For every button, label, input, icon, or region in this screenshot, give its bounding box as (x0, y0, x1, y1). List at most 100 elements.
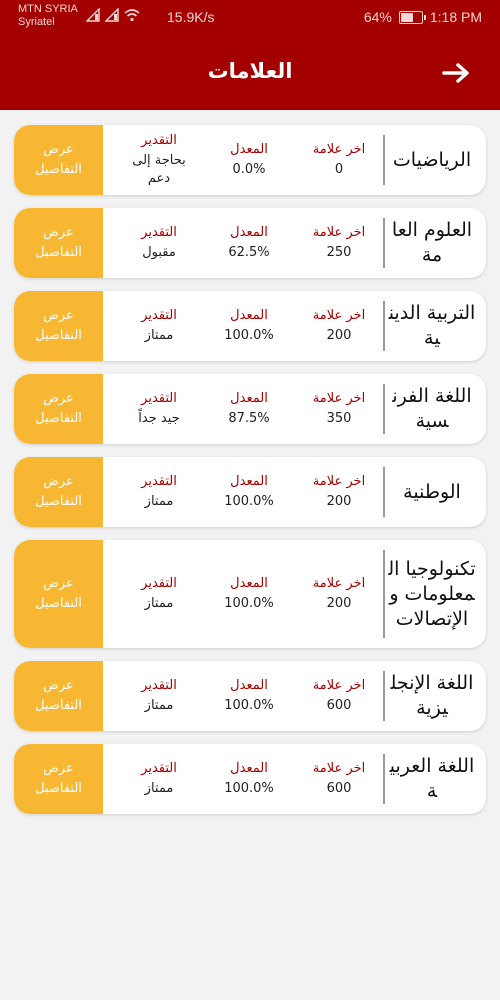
last-mark-value: 200 (326, 596, 352, 611)
last-mark-column: اخر علامة 600 (294, 744, 384, 814)
subject-name: اللغة الفرنسية (392, 385, 472, 432)
divider (383, 550, 385, 638)
last-mark-label: اخر علامة (312, 678, 366, 693)
average-value: 100.0% (224, 494, 274, 509)
divider (383, 754, 385, 804)
divider (383, 467, 385, 517)
carrier-name-2: Syriatel (18, 16, 55, 28)
status-bar: MTN SYRIA Syriatel 15.9K/s 64% 1:18 PM (0, 0, 500, 40)
grade-label: التقدير (141, 761, 177, 776)
grade-column: التقدير ممتاز (109, 744, 209, 814)
grade-label: التقدير (141, 308, 177, 323)
subject-name: التربية الدينية (388, 302, 476, 349)
grade-label: التقدير (141, 678, 177, 693)
network-speed: 15.9K/s (167, 9, 215, 25)
signal-icon (86, 8, 100, 22)
average-value: 100.0% (224, 596, 274, 611)
average-label: المعدل (230, 142, 268, 157)
average-label: المعدل (230, 308, 268, 323)
average-label: المعدل (230, 474, 268, 489)
view-details-button[interactable]: عرض التفاصيل (14, 208, 103, 278)
grades-list: عرض التفاصيل التقدير بحاجة إلى دعم المعد… (14, 125, 486, 827)
average-label: المعدل (230, 678, 268, 693)
view-details-button[interactable]: عرض التفاصيل (14, 744, 103, 814)
average-value: 87.5% (228, 411, 270, 426)
divider (383, 384, 385, 434)
last-mark-value: 600 (326, 698, 352, 713)
grade-label: التقدير (141, 133, 177, 148)
grade-value: ممتاز (144, 781, 174, 796)
average-column: المعدل 100.0% (204, 291, 294, 361)
view-details-button[interactable]: عرض التفاصيل (14, 374, 103, 444)
clock: 1:18 PM (429, 9, 482, 25)
grade-column: التقدير ممتاز (109, 291, 209, 361)
last-mark-value: 600 (326, 781, 352, 796)
last-mark-column: اخر علامة 200 (294, 540, 384, 648)
average-column: المعدل 100.0% (204, 744, 294, 814)
carrier-name-1: MTN SYRIA (18, 3, 78, 15)
view-details-button[interactable]: عرض التفاصيل (14, 291, 103, 361)
signal-icon (105, 8, 119, 22)
view-details-label: عرض التفاصيل (35, 576, 82, 611)
view-details-button[interactable]: عرض التفاصيل (14, 540, 103, 648)
view-details-label: عرض التفاصيل (35, 308, 82, 343)
last-mark-value: 250 (326, 245, 352, 260)
grade-column: التقدير مقبول (109, 208, 209, 278)
view-details-button[interactable]: عرض التفاصيل (14, 457, 103, 527)
average-column: المعدل 87.5% (204, 374, 294, 444)
average-column: المعدل 100.0% (204, 661, 294, 731)
subject-name: اللغة الإنجليزية (390, 672, 474, 719)
grade-value: ممتاز (144, 596, 174, 611)
view-details-button[interactable]: عرض التفاصيل (14, 125, 103, 195)
view-details-label: عرض التفاصيل (35, 761, 82, 796)
status-icons (86, 8, 140, 22)
grade-value: ممتاز (144, 698, 174, 713)
carrier-info: MTN SYRIA Syriatel (18, 3, 78, 29)
subject-name: اللغة العربية (389, 755, 475, 802)
average-label: المعدل (230, 225, 268, 240)
wifi-icon (124, 9, 140, 22)
subject-name: الرياضيات (392, 148, 472, 171)
grade-value: مقبول (142, 245, 176, 260)
view-details-label: عرض التفاصيل (35, 225, 82, 260)
last-mark-label: اخر علامة (312, 142, 366, 157)
grade-value: بحاجة إلى دعم (132, 153, 186, 186)
subject-name: العلوم العامة (391, 219, 473, 266)
battery-level (400, 12, 414, 22)
view-details-label: عرض التفاصيل (35, 678, 82, 713)
average-value: 62.5% (228, 245, 270, 260)
average-label: المعدل (230, 391, 268, 406)
grade-label: التقدير (141, 391, 177, 406)
last-mark-value: 0 (334, 162, 344, 177)
last-mark-label: اخر علامة (312, 761, 366, 776)
average-value: 100.0% (224, 698, 274, 713)
status-right: 64% 1:18 PM (364, 9, 482, 25)
battery-percent: 64% (363, 9, 392, 25)
grade-label: التقدير (141, 474, 177, 489)
view-details-label: عرض التفاصيل (35, 474, 82, 509)
grade-column: التقدير جيد جداً (109, 374, 209, 444)
last-mark-value: 200 (326, 494, 352, 509)
subject-card: عرض التفاصيل التقدير ممتاز المعدل 100.0%… (14, 457, 486, 527)
subject-card: عرض التفاصيل التقدير ممتاز المعدل 100.0%… (14, 540, 486, 648)
grade-column: التقدير ممتاز (109, 661, 209, 731)
arrow-right-icon[interactable] (442, 62, 472, 84)
average-label: المعدل (230, 761, 268, 776)
app-bar: العلامات (0, 40, 500, 110)
subject-name: تكنولوجيا المعلومات والإتصالات (388, 557, 476, 630)
divider (383, 671, 385, 721)
grade-column: التقدير بحاجة إلى دعم (109, 125, 209, 195)
last-mark-column: اخر علامة 250 (294, 208, 384, 278)
grade-value: ممتاز (144, 328, 174, 343)
average-column: المعدل 100.0% (204, 457, 294, 527)
subject-card: عرض التفاصيل التقدير ممتاز المعدل 100.0%… (14, 291, 486, 361)
divider (383, 301, 385, 351)
battery-icon (398, 10, 426, 24)
view-details-label: عرض التفاصيل (35, 142, 82, 177)
subject-card: عرض التفاصيل التقدير بحاجة إلى دعم المعد… (14, 125, 486, 195)
view-details-button[interactable]: عرض التفاصيل (14, 661, 103, 731)
last-mark-value: 350 (326, 411, 352, 426)
average-column: المعدل 100.0% (204, 540, 294, 648)
divider (383, 135, 385, 185)
grade-label: التقدير (141, 225, 177, 240)
